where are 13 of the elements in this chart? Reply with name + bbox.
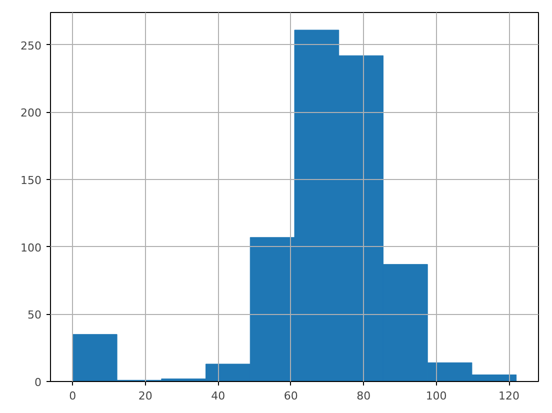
y-tick-label: 50 <box>28 308 42 322</box>
x-tick-label: 120 <box>498 390 520 402</box>
x-tick-label: 60 <box>284 390 298 402</box>
x-tick-label: 100 <box>426 390 447 402</box>
x-tick-label: 40 <box>211 390 226 402</box>
x-tick-label: 0 <box>69 390 76 402</box>
y-tick-label: 100 <box>20 241 42 254</box>
y-tick-label: 250 <box>20 39 42 52</box>
x-tick-label: 80 <box>356 390 371 402</box>
y-tick-label: 0 <box>34 376 42 389</box>
x-tick-label: 20 <box>138 390 152 402</box>
y-tick-label: 150 <box>20 174 42 187</box>
y-tick-label: 200 <box>20 106 42 120</box>
